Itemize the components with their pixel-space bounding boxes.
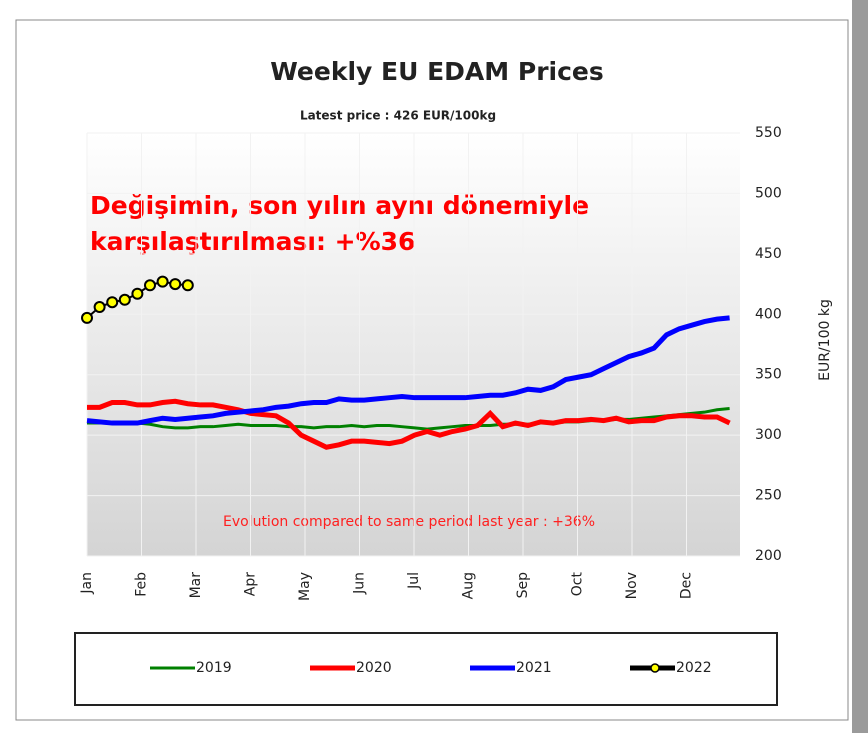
point [144, 279, 156, 292]
y-tick-label: 550 [755, 125, 782, 141]
x-tick-label: Jan [79, 572, 95, 595]
x-tick-label: Jul [406, 572, 422, 590]
point [106, 296, 119, 309]
legend-swatch [650, 663, 660, 673]
point [131, 287, 144, 300]
x-tick-label: Oct [570, 572, 586, 597]
y-tick-label: 400 [755, 306, 782, 322]
x-tick-label: Dec [679, 572, 695, 599]
series-line [86, 315, 730, 426]
x-tick-label: Apr [243, 572, 259, 596]
x-tick-label: Nov [624, 572, 640, 599]
point [93, 301, 106, 314]
point [169, 278, 182, 291]
y-tick-label: 450 [755, 246, 782, 262]
legend-label: 2021 [516, 660, 552, 676]
subtitle: Latest price : 426 EUR/100kg [300, 109, 496, 123]
x-tick-label: Aug [461, 572, 477, 599]
y-tick-label: 200 [755, 548, 782, 564]
chart-title: Weekly EU EDAM Prices [270, 57, 604, 86]
annotation: Evolution compared to same period last y… [223, 514, 595, 530]
x-tick-label: Jun [352, 572, 368, 595]
legend-label: 2019 [196, 660, 232, 676]
x-tick-label: Mar [188, 572, 204, 599]
y-tick-label: 500 [755, 185, 782, 201]
scrollbar [852, 0, 868, 733]
annotation: Değişimin, son yılın aynı dönemiyle [90, 191, 589, 220]
y-axis-label: EUR/100 kg [817, 299, 833, 381]
y-tick-label: 350 [755, 367, 782, 383]
annotation: karşılaştırılması: +%36 [90, 227, 415, 256]
x-tick-label: Feb [134, 572, 150, 597]
series-line [87, 398, 731, 450]
x-tick-label: May [297, 572, 313, 601]
point [181, 279, 194, 292]
point [81, 311, 93, 324]
point [118, 293, 131, 306]
x-tick-label: Sep [515, 572, 531, 599]
legend-label: 2022 [676, 660, 712, 676]
y-tick-label: 250 [755, 488, 782, 504]
y-tick-label: 300 [755, 427, 782, 443]
legend-label: 2020 [356, 660, 392, 676]
point [156, 275, 169, 288]
